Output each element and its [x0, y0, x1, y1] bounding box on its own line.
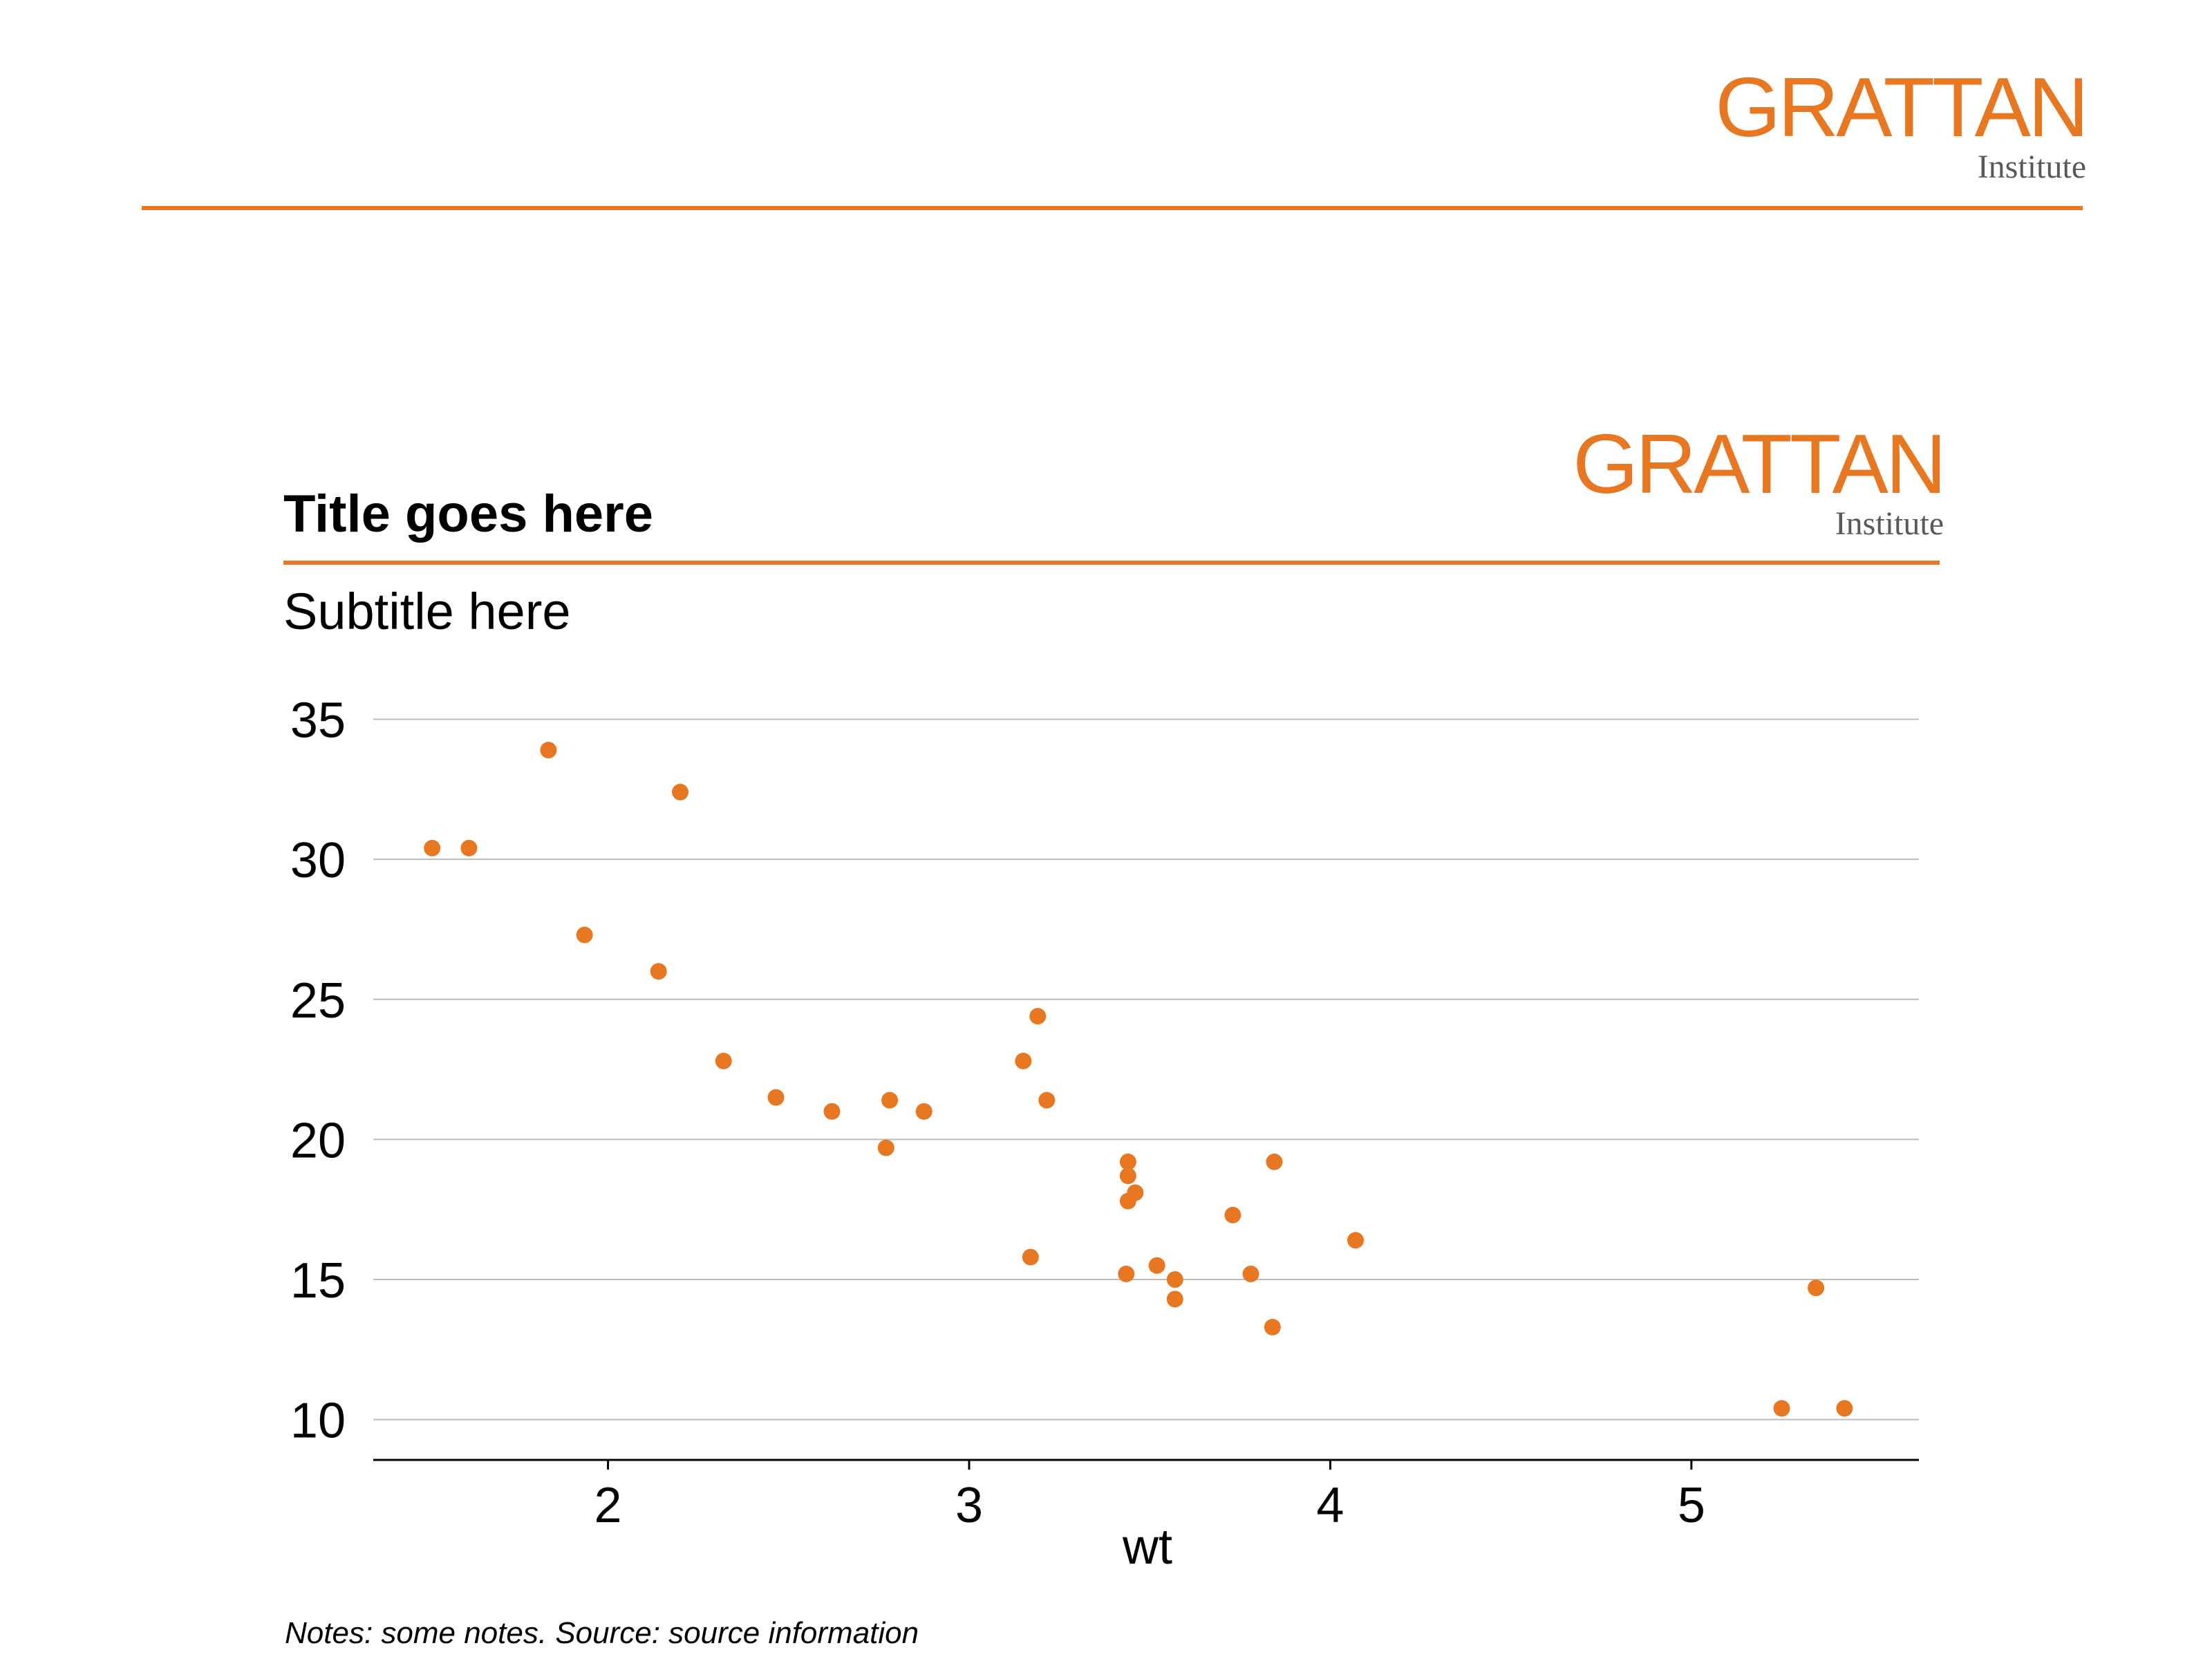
data-point [823, 1103, 841, 1120]
x-axis-label: wt [1122, 1519, 1172, 1575]
data-point [1266, 1153, 1283, 1170]
data-point [715, 1052, 732, 1069]
chart-notes: Notes: some notes. Source: source inform… [285, 1616, 919, 1650]
data-point [1022, 1248, 1039, 1266]
data-point [915, 1103, 932, 1120]
data-point [1119, 1192, 1136, 1210]
title-divider [283, 561, 1940, 565]
gridlines [373, 718, 1919, 1421]
data-point [767, 1089, 785, 1106]
data-point [540, 742, 557, 759]
header-divider [142, 206, 2083, 210]
data-point [1118, 1265, 1135, 1282]
data-point [1119, 1153, 1136, 1170]
logo-subtitle: Institute [1835, 505, 1944, 542]
data-point [1224, 1206, 1241, 1224]
data-point [1015, 1052, 1032, 1069]
tick-labels: 10 15 20 25 30 35 2 3 4 5 [290, 693, 1705, 1533]
data-point [650, 963, 667, 980]
y-tick-label: 35 [290, 693, 346, 749]
data-point [1242, 1265, 1259, 1282]
y-tick-label: 15 [290, 1253, 346, 1309]
y-tick-label: 10 [290, 1394, 346, 1449]
logo-subtitle: Institute [1977, 149, 2086, 185]
data-point [1347, 1232, 1365, 1249]
data-point [576, 926, 593, 944]
x-tick-label: 2 [594, 1478, 622, 1533]
data-point [1773, 1400, 1790, 1417]
data-point [1836, 1400, 1853, 1417]
logo-wordmark: GRATTAN [1573, 417, 1947, 511]
x-tick-label: 5 [1678, 1478, 1705, 1533]
data-point [1148, 1257, 1165, 1274]
data-point [1808, 1280, 1825, 1297]
data-point [1264, 1318, 1281, 1335]
logo-wordmark: GRATTAN [1715, 60, 2089, 154]
grattan-logo-header: GRATTAN Institute [1715, 60, 2089, 185]
grattan-logo-chart: GRATTAN Institute [1573, 417, 1947, 542]
y-tick-label: 30 [290, 833, 346, 888]
data-point [1029, 1008, 1047, 1025]
data-point [1119, 1168, 1136, 1185]
data-points [424, 742, 1853, 1417]
data-point [881, 1091, 899, 1109]
data-point [672, 783, 689, 800]
chart-title: Title goes here [283, 485, 654, 543]
chart-subtitle: Subtitle here [283, 583, 571, 640]
data-point [1166, 1291, 1183, 1308]
data-point [424, 839, 441, 856]
axes [373, 1459, 1919, 1470]
x-tick-label: 3 [955, 1478, 983, 1533]
data-point [460, 839, 478, 856]
data-point [877, 1139, 894, 1156]
y-tick-label: 25 [290, 973, 346, 1029]
y-tick-label: 20 [290, 1113, 346, 1168]
data-point [1166, 1271, 1183, 1288]
data-point [1038, 1091, 1056, 1109]
x-tick-label: 4 [1316, 1478, 1344, 1533]
